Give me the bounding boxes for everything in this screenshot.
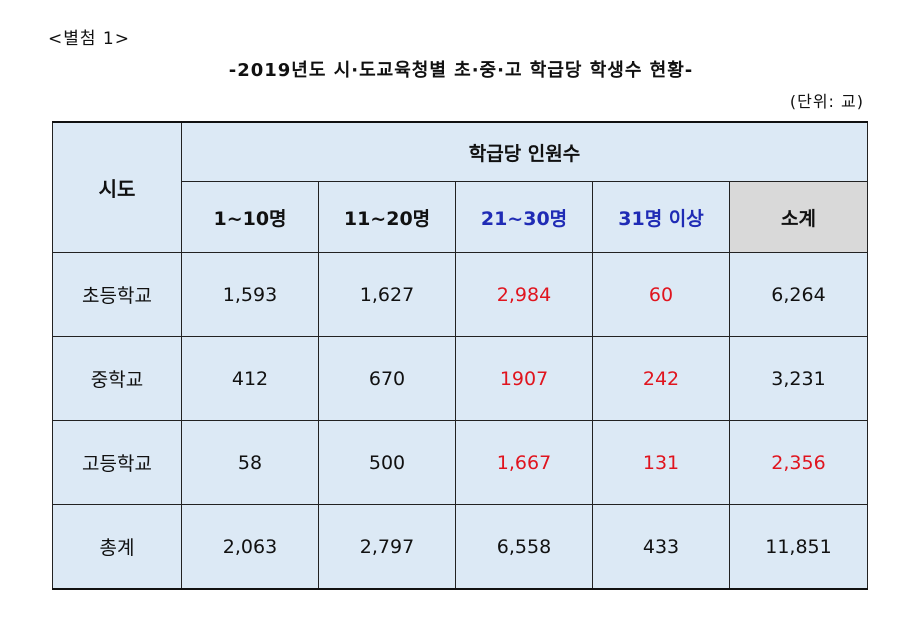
table-cell: 500 [318,420,456,505]
table-row: 고등학교 58 500 1,667 131 2,356 [52,420,868,505]
row-header-sido: 시도 [52,121,182,253]
table-row: 총계 2,063 2,797 6,558 433 11,851 [52,504,868,590]
table-cell: 412 [181,336,319,421]
table-cell: 6,558 [455,504,593,590]
table-cell: 131 [592,420,730,505]
group-header: 학급당 인원수 [181,121,868,182]
column-header-21-30: 21~30명 [455,181,593,253]
table-cell: 2,356 [729,420,868,505]
row-label-middle: 중학교 [52,336,182,421]
table-cell: 2,063 [181,504,319,590]
column-header-11-20: 11~20명 [318,181,456,253]
column-header-subtotal: 소계 [729,181,868,253]
row-label-elementary: 초등학교 [52,252,182,337]
student-count-table: 시도 학급당 인원수 1~10명 11~20명 21~30명 31명 이상 소계… [52,121,868,590]
table-cell: 2,984 [455,252,593,337]
table-cell: 6,264 [729,252,868,337]
table-cell: 1,667 [455,420,593,505]
table-cell: 242 [592,336,730,421]
table-cell: 2,797 [318,504,456,590]
annex-label: <별첨 1> [48,29,130,49]
table-cell: 1907 [455,336,593,421]
column-header-31-plus: 31명 이상 [592,181,730,253]
table-cell: 11,851 [729,504,868,590]
table-cell: 60 [592,252,730,337]
table-row: 초등학교 1,593 1,627 2,984 60 6,264 [52,252,868,337]
table-cell: 1,627 [318,252,456,337]
row-label-high: 고등학교 [52,420,182,505]
row-label-total: 총계 [52,504,182,590]
column-header-1-10: 1~10명 [181,181,319,253]
table-cell: 58 [181,420,319,505]
page-title: -2019년도 시·도교육청별 초·중·고 학급당 학생수 현황- [228,60,694,81]
table-cell: 670 [318,336,456,421]
table-cell: 1,593 [181,252,319,337]
table-row: 중학교 412 670 1907 242 3,231 [52,336,868,421]
table-cell: 3,231 [729,336,868,421]
table-cell: 433 [592,504,730,590]
unit-label: (단위: 교) [789,92,864,111]
